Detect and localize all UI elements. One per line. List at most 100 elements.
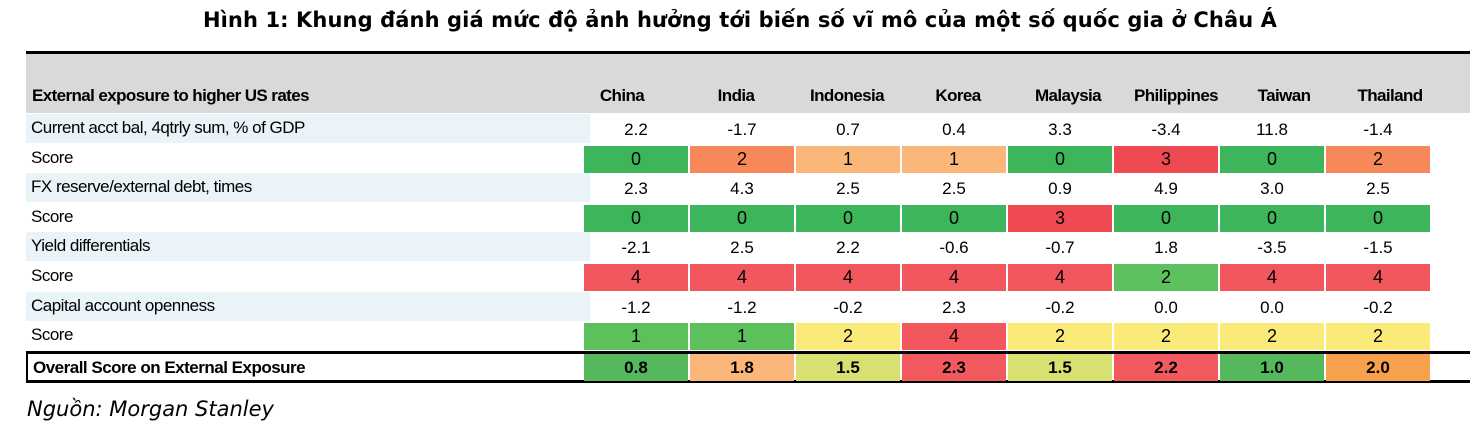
score-cell-taiwan: 0 xyxy=(1220,145,1324,173)
value-cell-taiwan: -3.5 xyxy=(1257,238,1287,258)
value-cell-china: 2.3 xyxy=(624,179,648,199)
score-cell-philippines: 2 xyxy=(1114,264,1218,291)
score-label: Score xyxy=(31,147,73,167)
value-cell-taiwan: 11.8 xyxy=(1256,120,1288,139)
score-label: Score xyxy=(31,325,73,345)
value-cell-philippines: 1.8 xyxy=(1154,238,1178,258)
value-cell-indonesia: 2.5 xyxy=(836,179,860,199)
value-cell-indonesia: 2.2 xyxy=(836,238,860,258)
value-cell-thailand: -1.4 xyxy=(1363,120,1393,139)
metric-label: Current acct bal, 4qtrly sum, % of GDP xyxy=(26,114,590,143)
overall-score-cell-china: 0.8 xyxy=(584,354,688,381)
score-cell-korea: 4 xyxy=(902,323,1006,351)
value-cell-philippines: 4.9 xyxy=(1154,179,1178,199)
value-cell-korea: 0.4 xyxy=(942,120,966,139)
value-cell-thailand: 2.5 xyxy=(1366,179,1390,199)
overall-score-label: Overall Score on External Exposure xyxy=(26,354,590,381)
score-cell-taiwan: 0 xyxy=(1220,204,1324,232)
value-cell-china: -1.2 xyxy=(621,297,651,317)
score-cell-taiwan: 2 xyxy=(1220,323,1324,351)
score-cell-thailand: 0 xyxy=(1326,204,1430,232)
score-label: Score xyxy=(31,266,73,285)
overall-score-cell-philippines: 2.2 xyxy=(1114,354,1218,381)
overall-score-cell-taiwan: 1.0 xyxy=(1220,354,1324,381)
value-cell-malaysia: 3.3 xyxy=(1048,120,1072,139)
score-cell-india: 0 xyxy=(690,204,794,232)
value-cell-thailand: -1.5 xyxy=(1363,238,1393,258)
value-cell-taiwan: 0.0 xyxy=(1260,297,1284,317)
score-cell-malaysia: 0 xyxy=(1008,145,1112,173)
table-header: External exposure to higher US rates Chi… xyxy=(26,54,1470,113)
metric-label: Yield differentials xyxy=(26,232,590,262)
score-cell-india: 4 xyxy=(690,264,794,291)
value-cell-india: -1.7 xyxy=(727,120,757,139)
score-row: Score 1 1 2 4 2 2 2 2 xyxy=(26,321,1470,351)
score-cell-indonesia: 0 xyxy=(796,204,900,232)
column-header-korea: Korea xyxy=(935,86,981,105)
score-cell-indonesia: 1 xyxy=(796,145,900,173)
score-cell-china: 4 xyxy=(584,264,688,291)
metric-row: FX reserve/external debt, times 2.3 4.3 2.5… xyxy=(26,173,1470,203)
value-cell-india: 2.5 xyxy=(730,238,754,258)
value-cell-korea: 2.5 xyxy=(942,179,966,199)
column-header-malaysia: Malaysia xyxy=(1034,86,1102,105)
metric-label: Capital account openness xyxy=(26,291,590,321)
value-cell-china: 2.2 xyxy=(624,120,648,139)
value-cell-korea: -0.6 xyxy=(939,238,969,258)
score-cell-korea: 4 xyxy=(902,264,1006,291)
score-cell-indonesia: 2 xyxy=(796,323,900,351)
value-cell-thailand: -0.2 xyxy=(1363,297,1393,317)
value-cell-malaysia: -0.2 xyxy=(1045,297,1075,317)
column-header-philippines: Philippines xyxy=(1133,86,1219,105)
overall-score-cell-indonesia: 1.5 xyxy=(796,354,900,381)
score-cell-china: 0 xyxy=(584,145,688,173)
exposure-table: External exposure to higher US rates Chi… xyxy=(26,51,1470,383)
value-cell-philippines: -3.4 xyxy=(1151,120,1181,139)
score-cell-korea: 0 xyxy=(902,204,1006,232)
value-cell-malaysia: 0.9 xyxy=(1048,179,1072,199)
score-cell-malaysia: 3 xyxy=(1008,204,1112,232)
column-header-taiwan: Taiwan xyxy=(1257,86,1311,105)
score-cell-malaysia: 2 xyxy=(1008,323,1112,351)
score-row: Score 0 2 1 1 0 3 0 2 xyxy=(26,144,1470,173)
column-header-china: China xyxy=(599,86,645,105)
score-cell-china: 0 xyxy=(584,204,688,232)
score-cell-malaysia: 4 xyxy=(1008,264,1112,291)
metric-row: Capital account openness -1.2 -1.2 -0.2 2.3 -… xyxy=(26,291,1470,321)
overall-score-row: Overall Score on External Exposure 0.8 1.… xyxy=(26,351,1470,381)
column-header-thailand: Thailand xyxy=(1357,86,1423,105)
value-cell-india: 4.3 xyxy=(730,179,754,199)
score-cell-thailand: 2 xyxy=(1326,323,1430,351)
score-label: Score xyxy=(31,206,73,226)
value-cell-malaysia: -0.7 xyxy=(1045,238,1075,258)
overall-score-cell-korea: 2.3 xyxy=(902,354,1006,381)
score-cell-thailand: 4 xyxy=(1326,264,1430,291)
score-cell-thailand: 2 xyxy=(1326,145,1430,173)
header-label: External exposure to higher US rates xyxy=(32,86,310,105)
overall-score-cell-malaysia: 1.5 xyxy=(1008,354,1112,381)
column-header-indonesia: Indonesia xyxy=(810,86,885,105)
value-cell-indonesia: -0.2 xyxy=(833,297,863,317)
figure-title: Hình 1: Khung đánh giá mức độ ảnh hưởng … xyxy=(202,8,1278,32)
value-cell-philippines: 0.0 xyxy=(1154,297,1178,317)
score-cell-china: 1 xyxy=(584,323,688,351)
value-cell-korea: 2.3 xyxy=(942,297,966,317)
value-cell-india: -1.2 xyxy=(727,297,757,317)
score-cell-india: 2 xyxy=(690,145,794,173)
score-cell-korea: 1 xyxy=(902,145,1006,173)
metric-row: Current acct bal, 4qtrly sum, % of GDP 2.… xyxy=(26,114,1470,143)
value-cell-indonesia: 0.7 xyxy=(836,120,860,139)
value-cell-china: -2.1 xyxy=(621,238,651,258)
score-cell-taiwan: 4 xyxy=(1220,264,1324,291)
score-cell-philippines: 0 xyxy=(1114,204,1218,232)
score-cell-philippines: 3 xyxy=(1114,145,1218,173)
source-note: Nguồn: Morgan Stanley xyxy=(27,397,274,421)
metric-label: FX reserve/external debt, times xyxy=(26,173,590,203)
score-row: Score 0 0 0 0 3 0 0 0 xyxy=(26,203,1470,232)
score-cell-indonesia: 4 xyxy=(796,264,900,291)
column-header-india: India xyxy=(717,86,755,105)
score-cell-philippines: 2 xyxy=(1114,323,1218,351)
metric-row: Yield differentials -2.1 2.5 2.2 -0.6 -0.7 1.8… xyxy=(26,232,1470,262)
value-cell-taiwan: 3.0 xyxy=(1260,179,1284,199)
overall-score-cell-india: 1.8 xyxy=(690,354,794,381)
